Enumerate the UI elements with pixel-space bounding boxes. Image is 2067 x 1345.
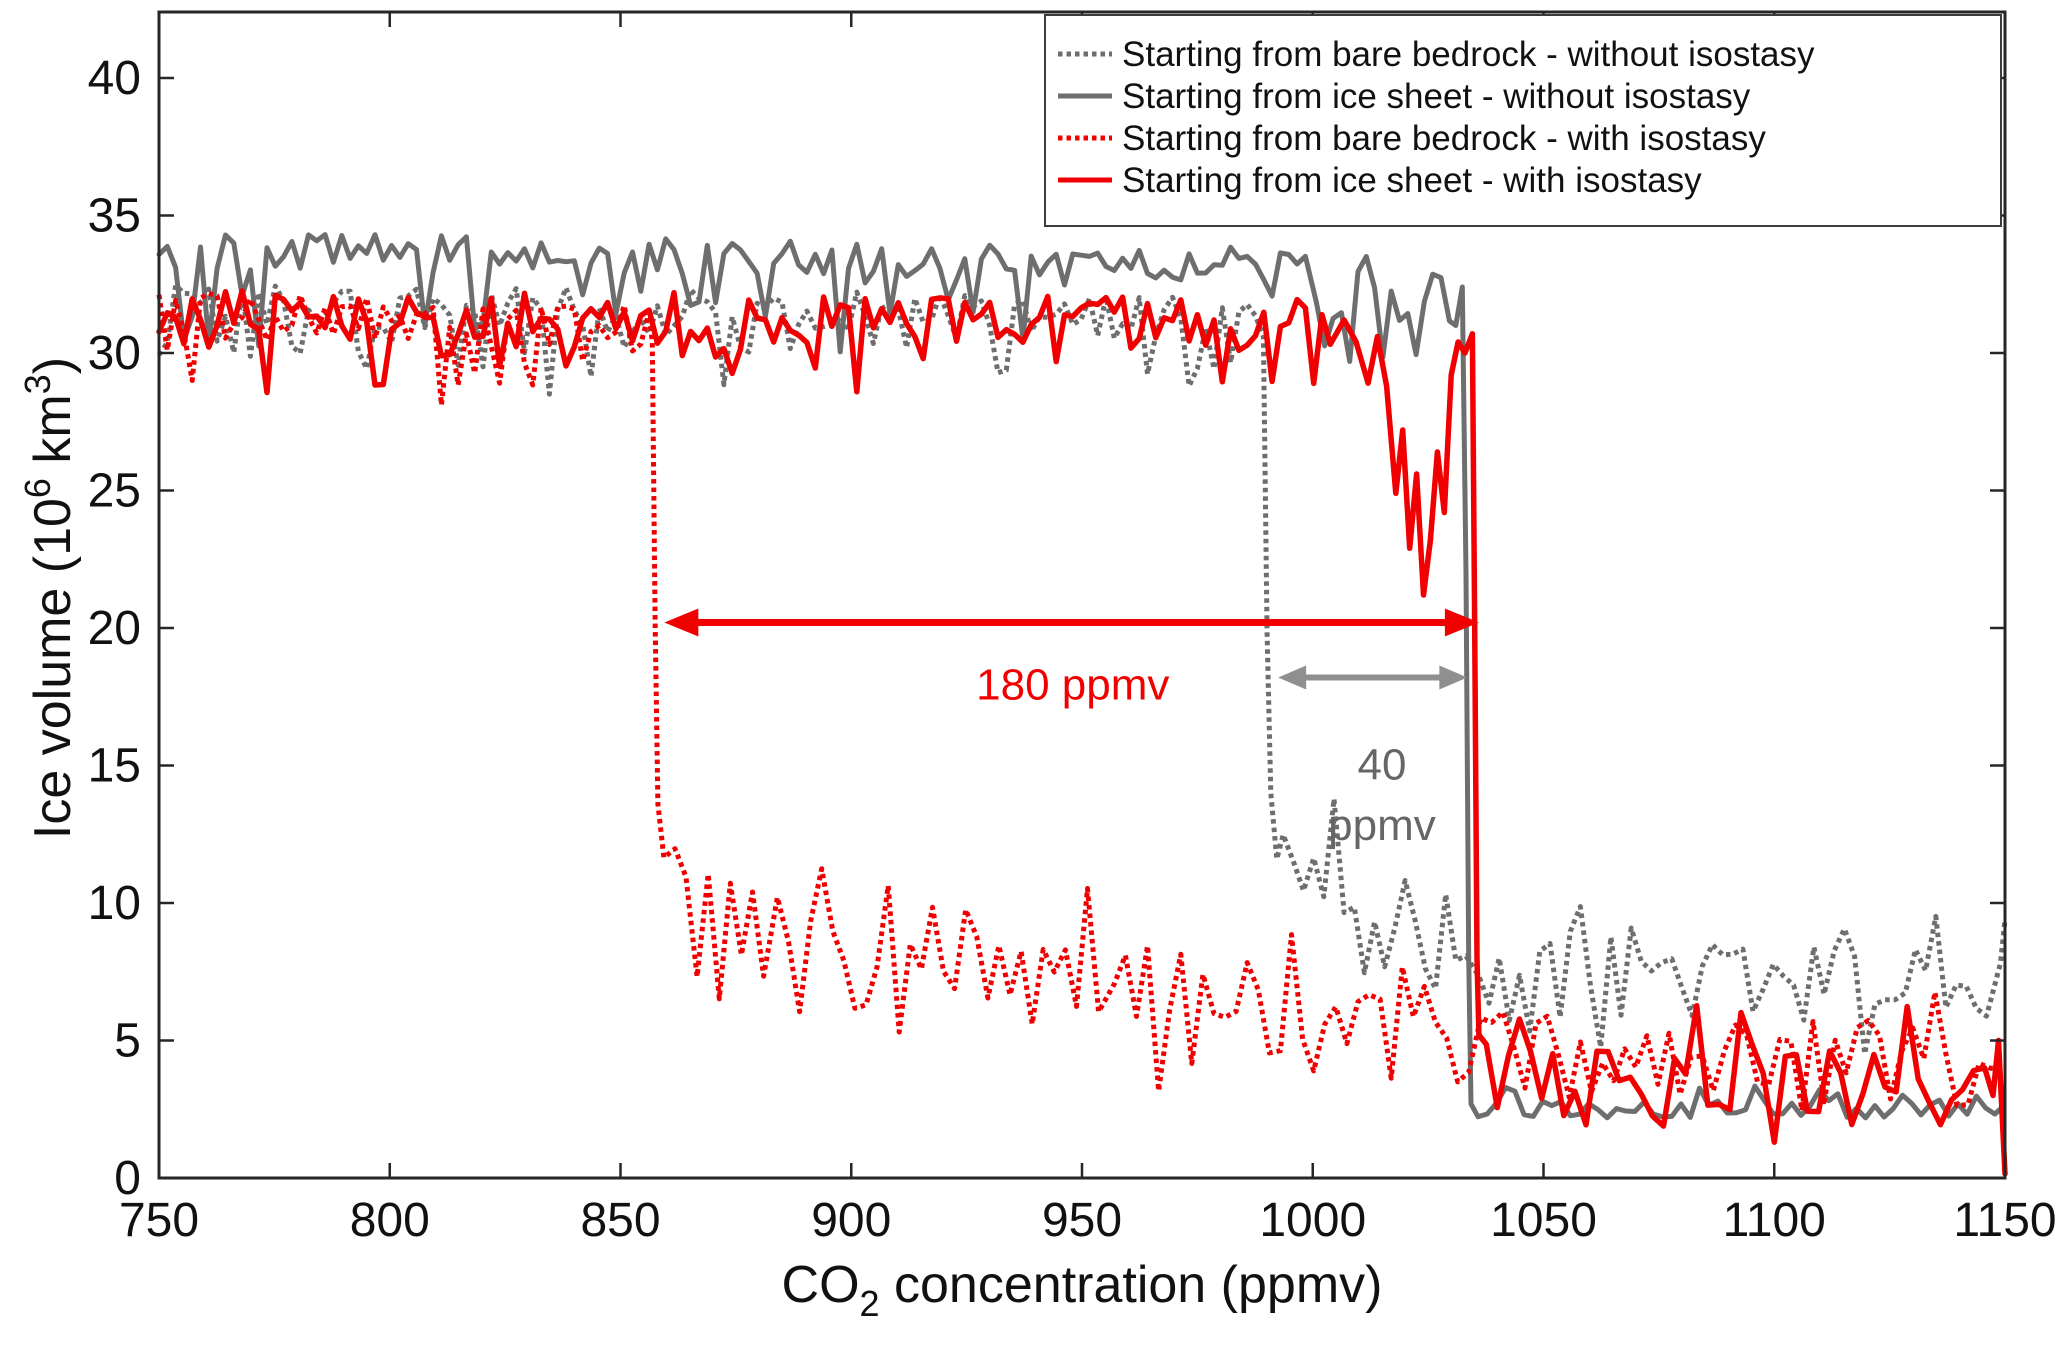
- y-tick-label: 25: [88, 465, 141, 518]
- x-tick-label: 1150: [1953, 1194, 2056, 1247]
- legend-label: Starting from bare bedrock - with isosta…: [1122, 119, 1766, 158]
- legend-label: Starting from ice sheet - without isosta…: [1122, 77, 1751, 116]
- series-bare-bedrock-with-isostasy-line: [156, 290, 2002, 1113]
- y-tick-label: 20: [88, 602, 141, 655]
- legend-label: Starting from ice sheet - with isostasy: [1122, 161, 1702, 200]
- legend-entry: Starting from bare bedrock - with isosta…: [1058, 119, 1766, 158]
- hysteresis-width-with-isostasy-left-arrowhead: [664, 608, 699, 637]
- hysteresis-width-without-isostasy-right-arrowhead: [1439, 665, 1468, 690]
- legend-entry: Starting from ice sheet - without isosta…: [1058, 77, 1751, 116]
- legend-label: Starting from bare bedrock - without iso…: [1122, 35, 1815, 74]
- y-tick-label: 5: [114, 1015, 141, 1068]
- hysteresis-width-without-isostasy-arrow: [1278, 665, 1468, 690]
- y-tick-label: 30: [88, 327, 141, 380]
- x-tick-label: 900: [811, 1194, 891, 1247]
- hysteresis-width-with-isostasy-arrow: [664, 608, 1479, 637]
- x-tick-label: 750: [119, 1194, 199, 1247]
- y-tick-label: 40: [88, 52, 141, 105]
- x-tick-label: 850: [580, 1194, 660, 1247]
- y-tick-label: 15: [88, 740, 141, 793]
- x-tick-label: 950: [1042, 1194, 1122, 1247]
- series-group: [156, 232, 2008, 1177]
- x-tick-label: 1050: [1490, 1194, 1597, 1247]
- series-ice-sheet-with-isostasy-line: [156, 288, 2008, 1177]
- legend-box: [1044, 14, 2002, 227]
- x-tick-label: 1000: [1259, 1194, 1366, 1247]
- annotations-group: 180 ppmv 40 ppmv: [664, 608, 1479, 850]
- legend-entry: Starting from bare bedrock - without iso…: [1058, 35, 1815, 74]
- y-tick-label: 0: [114, 1152, 141, 1205]
- hysteresis-width-without-isostasy-left-arrowhead: [1278, 665, 1307, 690]
- y-axis-label: Ice volume (106 km3): [17, 357, 82, 839]
- x-axis-label: CO2 concentration (ppmv): [782, 1256, 1383, 1324]
- series-ice-sheet-without-isostasy-line: [156, 232, 2007, 1121]
- y-tick-label: 35: [88, 190, 141, 243]
- y-tick-label: 10: [88, 877, 141, 930]
- hysteresis-width-with-isostasy-right-arrowhead: [1444, 608, 1479, 637]
- legend: Starting from bare bedrock - without iso…: [1044, 14, 2002, 227]
- label-40: 40: [1357, 740, 1406, 789]
- axes-group: 750 800 850 900 950 1000 1050 1100 1150 0 5 10 15 20 2…: [17, 10, 2057, 1324]
- label-180-ppmv: 180 ppmv: [976, 661, 1169, 710]
- x-tick-label: 1100: [1723, 1194, 1826, 1247]
- x-tick-label: 800: [350, 1194, 430, 1247]
- label-40-ppmv: ppmv: [1328, 801, 1436, 850]
- legend-entry: Starting from ice sheet - with isostasy: [1058, 161, 1702, 200]
